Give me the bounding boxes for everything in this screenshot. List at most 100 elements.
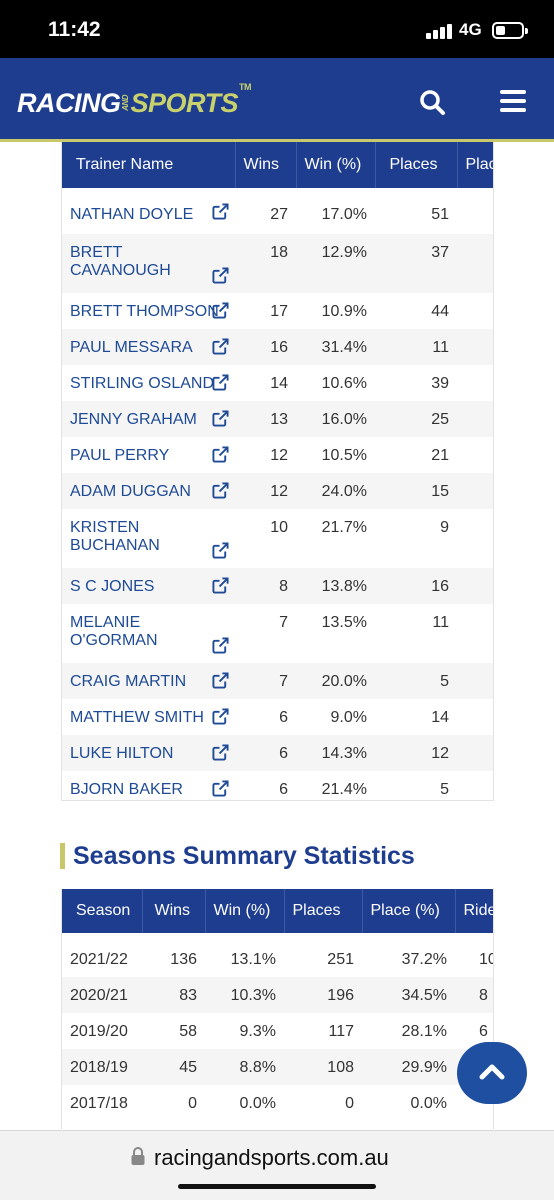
lock-icon: [131, 1147, 145, 1165]
external-link-icon[interactable]: [212, 577, 229, 594]
trainer-name-cell: MELANIE O'GORMAN: [62, 604, 235, 663]
col-season-place-pct[interactable]: Place (%): [362, 889, 456, 933]
win-pct-cell: 20.0%: [296, 663, 375, 699]
trainer-link[interactable]: BRETT THOMPSON: [70, 303, 219, 320]
place-pct-cell: [457, 329, 493, 365]
col-places[interactable]: Places: [375, 142, 458, 188]
col-season-rides[interactable]: Ride: [455, 889, 493, 933]
season-cell: 2017/18: [70, 1095, 128, 1112]
browser-url-bar[interactable]: racingandsports.com.au: [0, 1130, 554, 1200]
places-cell: 12: [375, 735, 457, 771]
external-link-icon[interactable]: [212, 302, 229, 319]
external-link-icon[interactable]: [212, 708, 229, 725]
table-row: ADAM DUGGAN 12 24.0% 15: [62, 473, 493, 509]
table-row: 2018/19 45 8.8% 108 29.9%: [62, 1049, 493, 1085]
trainer-name-cell: MATTHEW SMITH: [62, 699, 235, 735]
win-pct-cell: 13.8%: [296, 568, 375, 604]
external-link-icon[interactable]: [212, 780, 229, 797]
trainer-link[interactable]: ADAM DUGGAN: [70, 483, 191, 500]
trainer-link[interactable]: PAUL PERRY: [70, 447, 170, 464]
season-win-pct-cell: 8.8%: [205, 1049, 284, 1085]
external-link-icon[interactable]: [212, 410, 229, 427]
external-link-icon[interactable]: [212, 672, 229, 689]
external-link-icon[interactable]: [212, 374, 229, 391]
wins-cell: 7: [235, 663, 296, 699]
logo-sports-text: SPORTS: [130, 87, 239, 118]
season-cell: 2018/19: [62, 1049, 142, 1085]
url-text: racingandsports.com.au: [154, 1145, 389, 1170]
season-wins-cell: 136: [170, 951, 197, 968]
places-cell: 37: [375, 234, 457, 293]
place-pct-cell: [457, 401, 493, 437]
places-cell: 44: [431, 303, 449, 320]
header-accent-line: [0, 139, 554, 142]
trainer-link[interactable]: KRISTEN BUCHANAN: [70, 519, 160, 554]
trainer-name-cell: LUKE HILTON: [62, 735, 235, 771]
place-pct-cell: [457, 194, 493, 234]
trainer-link[interactable]: JENNY GRAHAM: [70, 411, 197, 428]
table-row: BRETT THOMPSON 17 10.9% 44: [62, 293, 493, 329]
status-bar: 11:42 4G: [0, 0, 554, 58]
win-pct-cell: 9.0%: [330, 709, 367, 726]
win-pct-cell: 10.6%: [321, 375, 367, 392]
seasons-table-header: Season Wins Win (%) Places Place (%) Rid…: [62, 889, 493, 933]
trainer-link[interactable]: PAUL MESSARA: [70, 339, 193, 356]
seasons-title: Seasons Summary Statistics: [73, 841, 415, 870]
seasons-table-container[interactable]: Season Wins Win (%) Places Place (%) Rid…: [61, 889, 494, 1129]
trainer-link[interactable]: STIRLING OSLAND: [70, 375, 215, 392]
trainer-name-cell: S C JONES: [62, 568, 235, 604]
trainer-link[interactable]: S C JONES: [70, 578, 155, 595]
place-pct-cell: [457, 699, 493, 735]
season-places-cell: 117: [328, 1023, 354, 1040]
chevron-up-icon: [479, 1064, 505, 1080]
trainer-link[interactable]: BJORN BAKER: [70, 781, 183, 798]
menu-button[interactable]: [500, 90, 526, 112]
col-season-win-pct[interactable]: Win (%): [205, 889, 285, 933]
trainer-link[interactable]: BRETT CAVANOUGH: [70, 244, 171, 279]
trainer-table-container[interactable]: Trainer Name Wins Win (%) Places Plac NA…: [61, 142, 494, 801]
place-pct-cell: [457, 473, 493, 509]
season-cell: 2020/21: [62, 977, 142, 1013]
places-cell: 15: [375, 473, 457, 509]
table-row: MATTHEW SMITH 6 9.0% 14: [62, 699, 493, 735]
season-wins-cell: 58: [179, 1023, 197, 1040]
trainer-link[interactable]: CRAIG MARTIN: [70, 673, 187, 690]
trainer-name-cell: STIRLING OSLAND: [62, 365, 235, 401]
external-link-icon[interactable]: [212, 446, 229, 463]
col-season-wins[interactable]: Wins: [142, 889, 206, 933]
place-pct-cell: [457, 735, 493, 771]
col-season-places[interactable]: Places: [284, 889, 363, 933]
site-logo[interactable]: RACING AND SPORTS TM: [17, 82, 252, 120]
season-places-cell: 196: [284, 977, 362, 1013]
col-trainer-name[interactable]: Trainer Name: [62, 142, 236, 188]
external-link-icon[interactable]: [212, 744, 229, 761]
external-link-icon[interactable]: [212, 637, 229, 654]
trainer-link[interactable]: MATTHEW SMITH: [70, 709, 204, 726]
wins-cell: 8: [235, 568, 296, 604]
external-link-icon[interactable]: [212, 542, 229, 559]
external-link-icon[interactable]: [212, 203, 229, 220]
col-wins[interactable]: Wins: [235, 142, 297, 188]
season-cell: 2019/20: [70, 1023, 128, 1040]
trainer-name-cell: BJORN BAKER: [62, 771, 235, 800]
external-link-icon[interactable]: [212, 267, 229, 284]
trainer-link[interactable]: LUKE HILTON: [70, 745, 174, 762]
scroll-to-top-button[interactable]: [457, 1042, 527, 1104]
search-button[interactable]: [418, 88, 448, 118]
col-win-pct[interactable]: Win (%): [296, 142, 376, 188]
win-pct-cell: 13.5%: [321, 614, 367, 631]
external-link-icon[interactable]: [212, 338, 229, 355]
col-season[interactable]: Season: [62, 889, 143, 933]
table-row: MELANIE O'GORMAN 7 13.5% 11: [62, 604, 493, 663]
season-place-pct-cell: 0.0%: [410, 1095, 447, 1112]
wins-cell: 17: [270, 303, 288, 320]
trainer-link[interactable]: MELANIE O'GORMAN: [70, 614, 158, 649]
trainer-link[interactable]: NATHAN DOYLE: [70, 206, 194, 223]
external-link-icon[interactable]: [212, 482, 229, 499]
season-place-pct-cell: 29.9%: [362, 1049, 455, 1085]
win-pct-cell: 10.9%: [321, 303, 367, 320]
place-pct-cell: [457, 437, 493, 473]
trainer-name-cell: ADAM DUGGAN: [62, 473, 235, 509]
place-pct-cell: [457, 509, 493, 568]
col-place-pct[interactable]: Plac: [457, 142, 493, 188]
